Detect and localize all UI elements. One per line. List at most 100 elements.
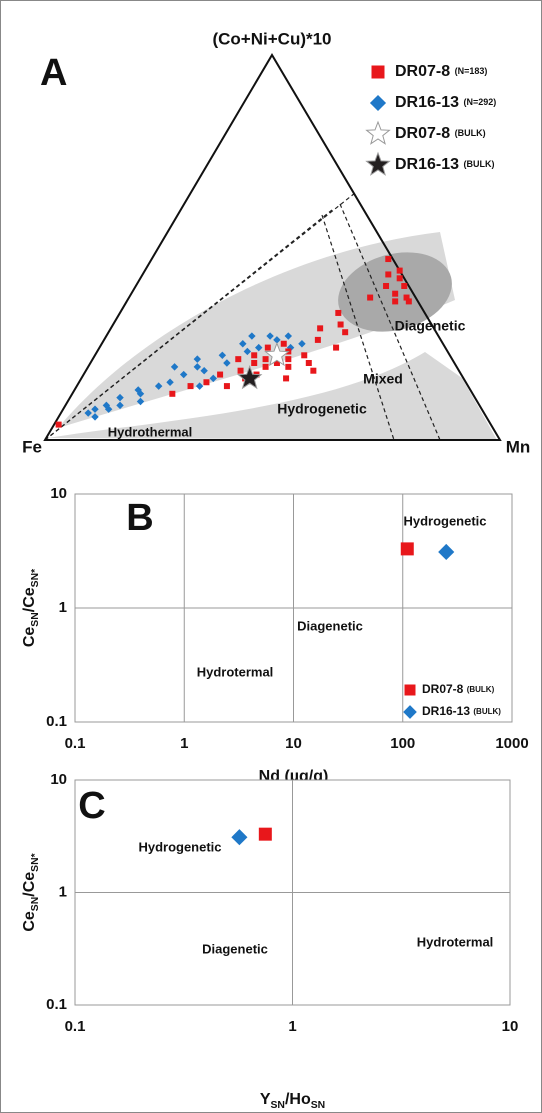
x-tick-label: 0.1 (65, 1018, 86, 1035)
point (255, 343, 263, 352)
region-label: Hydrothermal (108, 424, 193, 439)
point (273, 336, 281, 344)
region-label: Hydrotermal (417, 934, 494, 949)
legend-note: (BULK) (463, 159, 494, 169)
point (218, 351, 227, 360)
region-label: Hydrogenetic (138, 839, 221, 854)
point (136, 397, 145, 406)
point (405, 298, 412, 305)
point (102, 401, 111, 410)
legend-name: DR16-13 (422, 704, 470, 718)
point (170, 363, 179, 371)
x-tick-label: 10 (285, 735, 302, 752)
point (335, 309, 342, 316)
point (91, 413, 99, 421)
point (400, 542, 414, 556)
legend-name: DR16-13 (395, 156, 459, 173)
dashed-boundary (44, 209, 333, 441)
point (280, 340, 287, 347)
axis-label-part: SN* (30, 852, 41, 871)
legend-note: (BULK) (467, 685, 495, 694)
apex-label: Fe (22, 437, 42, 456)
point (187, 383, 194, 390)
point (396, 267, 403, 274)
legend-marker (404, 684, 416, 696)
point (284, 332, 293, 340)
point (223, 359, 231, 367)
point (438, 543, 455, 561)
point (236, 364, 263, 390)
region-label: Mixed (363, 371, 403, 387)
point (392, 298, 399, 305)
legend-name: DR07-8 (395, 63, 450, 80)
point (262, 356, 269, 363)
legend-label: DR07-8 (BULK) (422, 682, 495, 696)
dashed-boundary (321, 214, 395, 441)
point (337, 321, 344, 328)
point (333, 344, 340, 351)
apex-label: (Co+Ni+Cu)*10 (212, 29, 331, 48)
point (285, 356, 292, 363)
panel-letter: C (78, 785, 105, 827)
axis-label-part: SN (271, 1100, 285, 1111)
x-tick-label: 10 (502, 1018, 519, 1035)
point (383, 283, 390, 289)
legend-marker (369, 94, 387, 112)
point (403, 294, 410, 301)
point (193, 363, 202, 371)
region-label: Hydrotermal (197, 664, 274, 679)
axis-label-part: /Ce (21, 872, 38, 897)
point (264, 344, 271, 351)
axis-label-part: Y (260, 1091, 271, 1108)
point (301, 352, 308, 359)
point (385, 256, 392, 263)
region-label: Hydrogenetic (403, 513, 486, 528)
point (273, 360, 280, 366)
point (264, 341, 290, 367)
legend-note: (BULK) (455, 128, 486, 138)
legend-label: DR07-8 (BULK) (395, 125, 486, 142)
legend-note: (BULK) (473, 707, 501, 716)
ternary-regions (43, 53, 502, 441)
legend-note: (N=183) (455, 66, 488, 76)
region-label: Diagenetic (202, 941, 268, 956)
x-tick-label: 1 (288, 1018, 296, 1035)
x-tick-label: 100 (390, 735, 415, 752)
point (237, 367, 244, 374)
point (116, 393, 124, 402)
point (342, 329, 349, 336)
point (298, 340, 306, 348)
point (239, 340, 247, 348)
point (258, 827, 272, 841)
axis-label: YSN/HoSN (260, 1091, 325, 1111)
point (169, 390, 176, 397)
point (385, 271, 392, 278)
legend-label: DR16-13 (BULK) (422, 704, 501, 718)
axis-label-part: /Ce (21, 587, 38, 612)
point (286, 343, 295, 352)
point (262, 363, 269, 370)
point (401, 283, 408, 289)
legend-note: (N=292) (463, 97, 496, 107)
legend-marker (371, 65, 385, 79)
panel-letter: B (126, 497, 153, 539)
point (305, 360, 312, 366)
point (266, 332, 274, 340)
point (248, 332, 256, 340)
point (166, 378, 174, 386)
legend-label: DR16-13 (BULK) (395, 156, 494, 173)
point (283, 375, 290, 382)
point (116, 401, 124, 410)
x-tick-label: 0.1 (65, 735, 86, 752)
axis-label-part: SN (30, 612, 41, 626)
point (179, 370, 188, 379)
point (235, 356, 242, 363)
point (314, 336, 321, 343)
legend-name: DR07-8 (422, 682, 464, 696)
axis-label-part: Ce (21, 911, 38, 932)
point (134, 386, 142, 394)
x-tick-label: 1000 (495, 735, 528, 752)
axis-label-part: Ce (21, 627, 38, 648)
point (231, 829, 248, 846)
